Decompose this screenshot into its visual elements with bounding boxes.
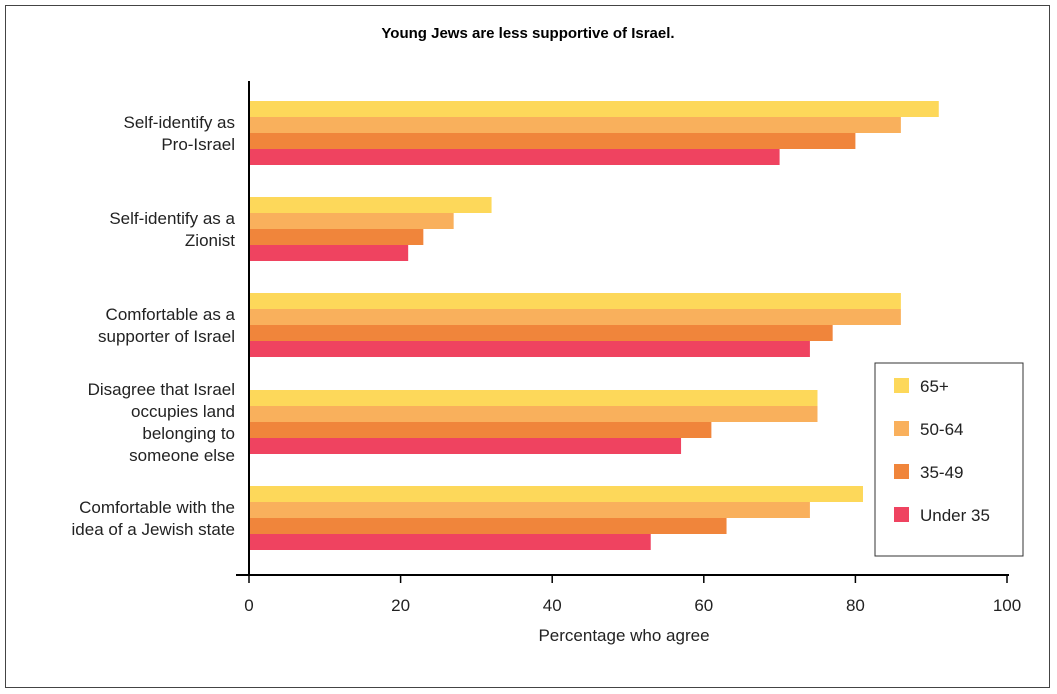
bar-0-3 <box>249 149 780 165</box>
bar-4-2 <box>249 518 727 534</box>
legend-box <box>874 362 1024 557</box>
category-label: supporter of Israel <box>98 327 235 346</box>
category-label: Self-identify as <box>124 113 236 132</box>
bar-2-0 <box>249 293 901 309</box>
category-label: Comfortable with the <box>79 498 235 517</box>
bar-3-3 <box>249 438 682 454</box>
bar-1-2 <box>249 229 424 245</box>
x-axis-label: Percentage who agree <box>538 626 709 645</box>
x-tick-label: 60 <box>694 596 713 615</box>
bar-3-0 <box>249 390 818 406</box>
category-label: someone else <box>129 446 235 465</box>
legend-swatch <box>894 464 909 479</box>
bar-4-0 <box>249 486 863 502</box>
category-label: Zionist <box>185 231 235 250</box>
bar-0-0 <box>249 101 939 117</box>
legend-label: 50-64 <box>920 420 963 439</box>
x-tick-label: 80 <box>846 596 865 615</box>
bar-4-1 <box>249 502 810 518</box>
category-label: idea of a Jewish state <box>72 520 235 539</box>
bar-4-3 <box>249 534 651 550</box>
legend-swatch <box>894 378 909 393</box>
bar-0-2 <box>249 133 856 149</box>
bar-3-1 <box>249 406 818 422</box>
legend-label: 35-49 <box>920 463 963 482</box>
bar-2-3 <box>249 341 810 357</box>
legend: 65+ 50-64 35-49 Under 35 <box>874 362 1024 557</box>
bar-2-2 <box>249 325 833 341</box>
legend-label: Under 35 <box>920 506 990 525</box>
category-label: Comfortable as a <box>106 305 236 324</box>
category-label: Self-identify as a <box>109 209 235 228</box>
category-label: occupies land <box>131 402 235 421</box>
category-label: Pro-Israel <box>161 135 235 154</box>
x-tick-label: 20 <box>391 596 410 615</box>
category-labels: Self-identify as Pro-Israel Self-identify … <box>72 113 236 539</box>
chart-title: Young Jews are less supportive of Israel… <box>381 25 674 42</box>
bar-3-2 <box>249 422 712 438</box>
bar-1-0 <box>249 197 492 213</box>
bar-1-1 <box>249 213 454 229</box>
legend-label: 65+ <box>920 377 949 396</box>
x-tick-label: 100 <box>993 596 1021 615</box>
category-label: belonging to <box>142 424 235 443</box>
legend-swatch <box>894 421 909 436</box>
bars-group <box>249 101 939 550</box>
x-tick-label: 0 <box>244 596 253 615</box>
x-tick-label: 40 <box>543 596 562 615</box>
bar-2-1 <box>249 309 901 325</box>
bar-1-3 <box>249 245 409 261</box>
legend-swatch <box>894 507 909 522</box>
category-label: Disagree that Israel <box>88 380 235 399</box>
bar-0-1 <box>249 117 901 133</box>
axes-group: 0 20 40 60 80 100 <box>236 81 1021 615</box>
